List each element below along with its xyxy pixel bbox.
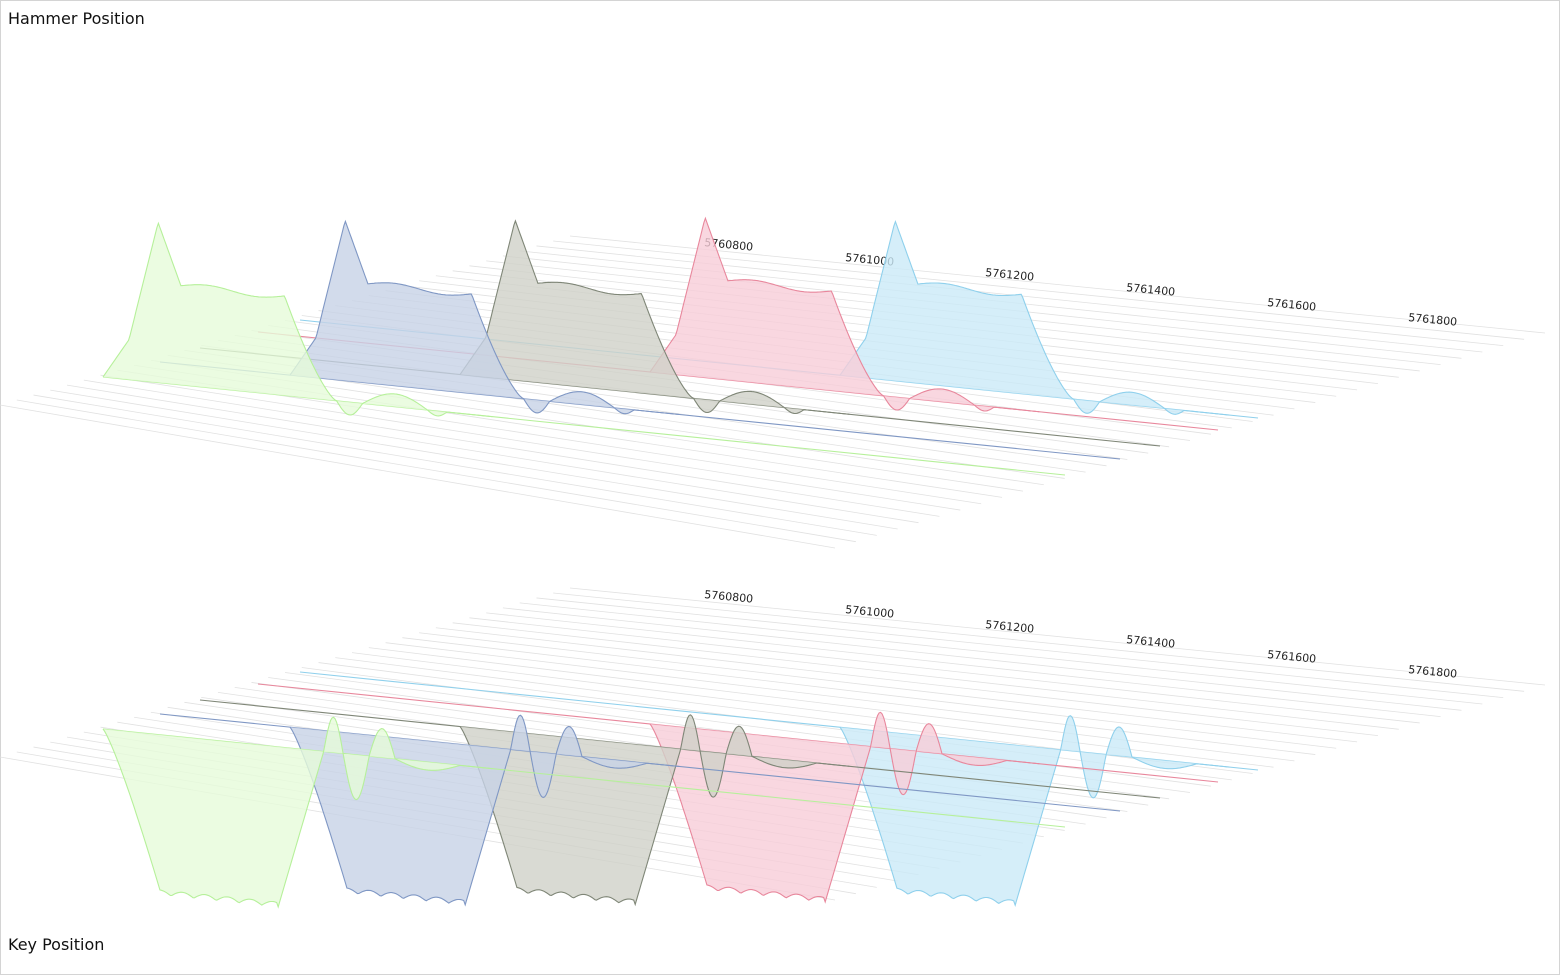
series-line (839, 219, 1230, 416)
series-line (289, 219, 680, 416)
grid-line (402, 637, 1337, 749)
grid-line (569, 235, 1546, 334)
grid-line (486, 612, 1441, 718)
grid-line (553, 592, 1525, 692)
grid-line (452, 622, 1399, 730)
series-1 (159, 713, 1121, 907)
x-tick-label: 5761800 (1408, 311, 1458, 329)
series-4 (299, 671, 1259, 908)
series-area (103, 717, 493, 907)
grid-line (385, 642, 1316, 755)
series-line (649, 216, 1040, 413)
series-baseline (299, 671, 1259, 771)
hammer-floor-grid (0, 235, 1546, 549)
series-2 (199, 699, 1161, 907)
series-line (839, 715, 1230, 908)
hammer-panel: 5760800576100057612005761400576160057618… (0, 216, 1546, 549)
grid-line (16, 399, 856, 543)
grid-line (318, 662, 1232, 781)
series-area (460, 714, 850, 905)
series-line (102, 716, 493, 909)
series-line (459, 219, 850, 415)
series-line (102, 221, 493, 418)
x-tick-label: 5761000 (845, 603, 895, 621)
series-area (290, 715, 680, 905)
x-tick-label: 5761600 (1267, 648, 1317, 666)
grid-line (50, 389, 898, 530)
grid-line (519, 602, 1483, 705)
series-area (103, 223, 493, 417)
series-area (290, 221, 680, 415)
grid-line (0, 404, 836, 549)
grid-line (100, 374, 961, 511)
series-0 (102, 716, 1066, 909)
grid-line (569, 587, 1546, 686)
grid-line (469, 617, 1420, 724)
key-panel-title: Key Position (8, 935, 105, 954)
series-line (649, 711, 1040, 904)
x-tick-label: 5761200 (985, 266, 1035, 284)
series-0 (102, 221, 1066, 476)
grid-line (419, 632, 1358, 743)
grid-line (536, 597, 1504, 699)
grid-line (368, 647, 1295, 762)
x-tick-label: 5760800 (704, 588, 754, 606)
key-panel: 5760800 5761000 5761200 5761400 5761600 57618… (0, 587, 1546, 909)
grid-line (435, 627, 1378, 736)
x-tick-label: 5761400 (1126, 633, 1176, 651)
series-area (460, 220, 850, 415)
grid-line (66, 384, 919, 524)
x-tick-label: 5761400 (1126, 281, 1176, 299)
series-area (650, 218, 1040, 412)
series-area (840, 221, 1230, 416)
series-line (459, 714, 850, 907)
series-line (289, 714, 680, 907)
grid-line (33, 394, 877, 536)
grid-line (83, 379, 940, 517)
series-baseline (102, 728, 1066, 828)
x-tick-label: 5761600 (1267, 296, 1317, 314)
x-tick-label: 5761800 (1408, 663, 1458, 681)
series-area (650, 712, 1040, 902)
hammer-panel-title: Hammer Position (8, 9, 145, 28)
series-area (840, 715, 1230, 906)
grid-line (502, 607, 1462, 711)
x-tick-label: 5761000 (845, 251, 895, 269)
x-tick-label: 5761200 (985, 618, 1035, 636)
